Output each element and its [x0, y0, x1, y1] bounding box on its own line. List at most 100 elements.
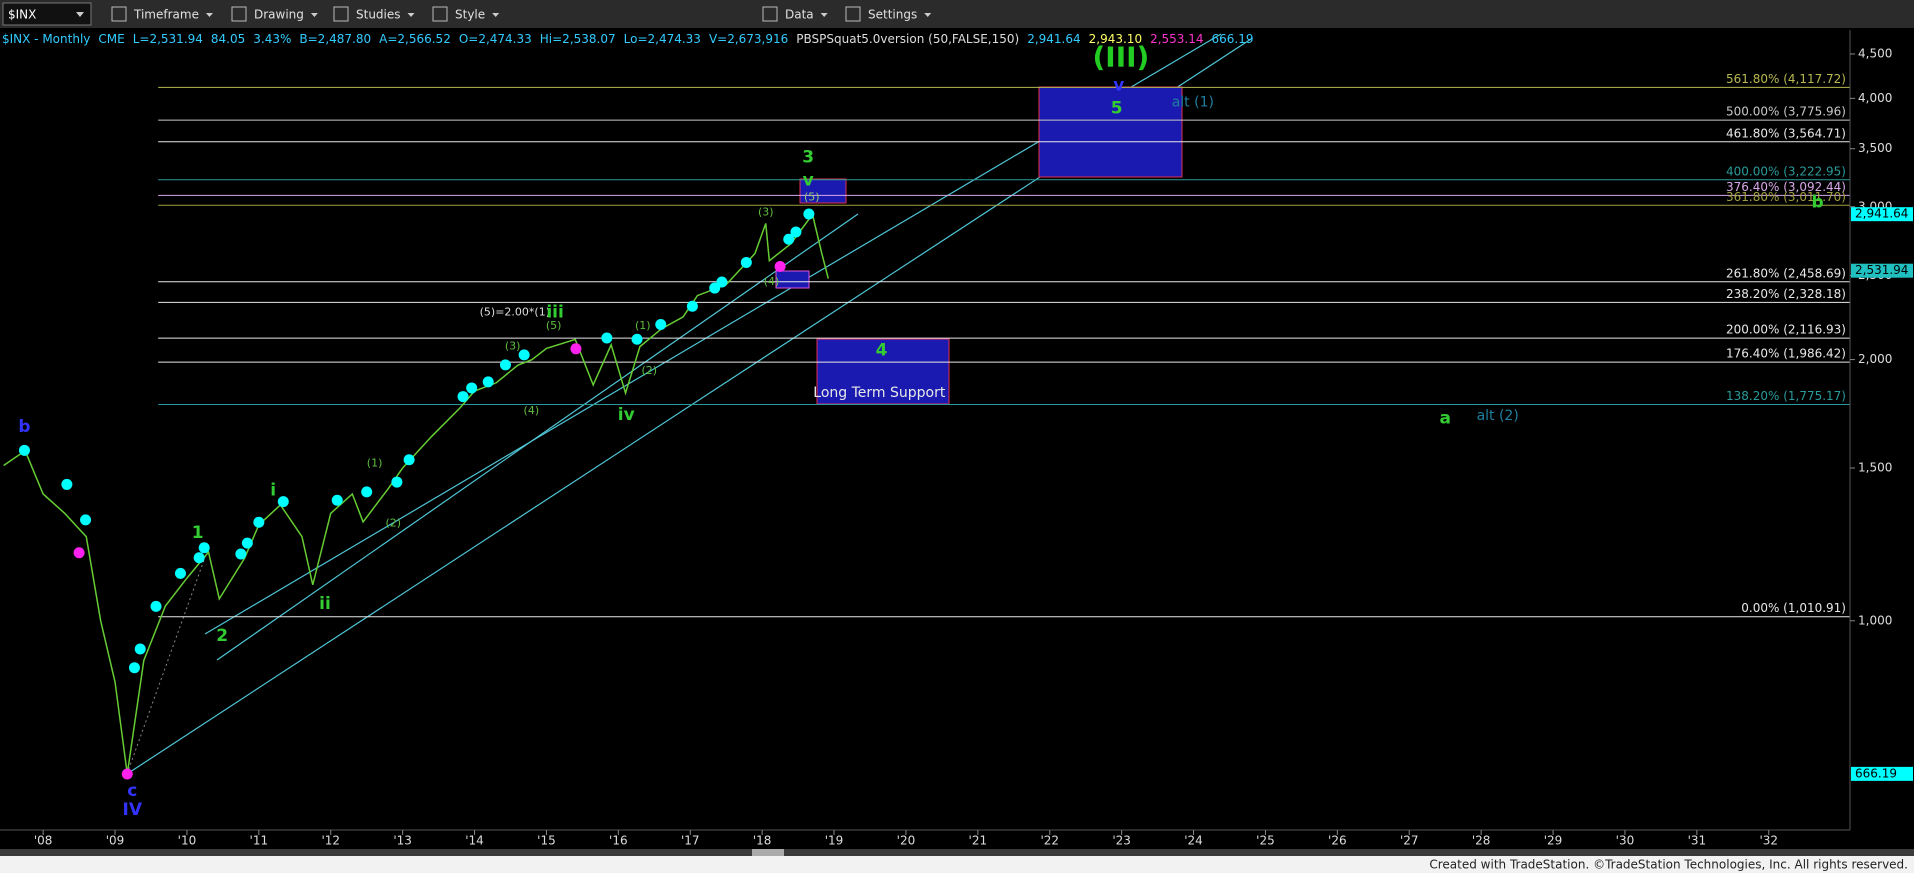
marker — [774, 261, 786, 273]
y-tick-label: 1,500 — [1858, 460, 1892, 474]
header-part: O=2,474.33 — [459, 32, 532, 46]
wave-label: 2 — [216, 626, 228, 646]
header-part: A=2,566.52 — [379, 32, 451, 46]
wave-label: b — [1812, 193, 1824, 213]
x-tick-label: '32 — [1759, 834, 1778, 848]
x-tick-label: '11 — [250, 834, 269, 848]
header-part: 2,943.10 — [1089, 32, 1142, 46]
wave-label: (4) — [524, 404, 540, 417]
x-tick-label: '20 — [897, 834, 916, 848]
y-tick-label: 2,000 — [1858, 352, 1892, 366]
marker — [277, 496, 289, 508]
menu-icon[interactable] — [231, 6, 247, 22]
menu-item[interactable]: Style — [455, 8, 485, 22]
dropdown-arrow — [407, 13, 415, 17]
marker — [193, 552, 205, 564]
header-part: 2,941.64 — [1027, 32, 1080, 46]
support-box — [816, 338, 950, 405]
price-tag-label: 2,941.64 — [1855, 207, 1908, 221]
scrollbar-thumb[interactable] — [752, 849, 784, 856]
wave-label: a — [1439, 409, 1450, 429]
marker — [482, 376, 494, 388]
marker — [518, 349, 530, 361]
menu-item[interactable]: Timeframe — [133, 8, 199, 22]
menu-item[interactable]: Studies — [356, 8, 401, 22]
y-tick-label: 4,000 — [1858, 91, 1892, 105]
menu-icon[interactable] — [111, 6, 127, 22]
fib-label: 200.00% (2,116.93) — [1726, 323, 1846, 337]
dropdown-arrow — [76, 12, 84, 17]
symbol[interactable]: $INX — [8, 8, 36, 22]
menu-icon[interactable] — [432, 6, 448, 22]
x-tick-label: '31 — [1688, 834, 1707, 848]
scrollbar[interactable] — [0, 849, 1914, 856]
menu-icon[interactable] — [762, 6, 778, 22]
x-tick-label: '27 — [1400, 834, 1419, 848]
menu-icon[interactable] — [845, 6, 861, 22]
dropdown-arrow — [205, 13, 213, 17]
fib-label: 238.20% (2,328.18) — [1726, 287, 1846, 301]
x-tick-label: '30 — [1616, 834, 1635, 848]
wave-label: i — [270, 481, 276, 501]
wave-label: IV — [123, 800, 143, 820]
x-tick-label: '29 — [1544, 834, 1563, 848]
fib-label: 176.40% (1,986.42) — [1726, 347, 1846, 361]
menu-item[interactable]: Drawing — [254, 8, 304, 22]
header-part: L=2,531.94 — [133, 32, 203, 46]
wave-label: 1 — [192, 523, 204, 543]
header-part: B=2,487.80 — [299, 32, 371, 46]
wave-label: (2) — [641, 364, 657, 377]
header-part: 3.43% — [253, 32, 291, 46]
marker — [134, 643, 146, 655]
header-part: PBSPSquat5.0version (50,FALSE,150) — [796, 32, 1019, 46]
marker — [253, 516, 265, 528]
header-part: V=2,673,916 — [709, 32, 788, 46]
marker — [716, 276, 728, 288]
marker — [174, 567, 186, 579]
menu-icon[interactable] — [333, 6, 349, 22]
menu-item[interactable]: Settings — [868, 8, 917, 22]
dropdown-arrow — [924, 13, 932, 17]
wave-label: v — [1113, 75, 1124, 95]
footer: Created with TradeStation. ©TradeStation… — [1429, 858, 1908, 872]
header-part: 666.19 — [1212, 32, 1254, 46]
marker — [403, 454, 415, 466]
wave-label: (3) — [505, 340, 521, 353]
drawings — [126, 33, 1252, 775]
x-tick-label: '18 — [753, 834, 772, 848]
marker — [121, 768, 133, 780]
plot-area: 561.80% (4,117.72) 500.00% (3,775.96) 461.… — [3, 33, 1850, 820]
fib-label: 400.00% (3,222.95) — [1726, 164, 1846, 178]
target-box — [775, 270, 810, 289]
wave-label: 3 — [802, 147, 814, 167]
x-tick-label: '24 — [1184, 834, 1203, 848]
fib-label: 0.00% (1,010.91) — [1741, 601, 1846, 615]
marker — [466, 382, 478, 394]
marker — [361, 486, 373, 498]
x-tick-label: '17 — [681, 834, 700, 848]
marker — [631, 333, 643, 345]
wave-label: (2) — [385, 517, 401, 530]
marker — [391, 476, 403, 488]
menu-item[interactable]: Data — [785, 8, 814, 22]
wave-label: iii — [546, 302, 563, 322]
marker — [499, 359, 511, 371]
marker — [235, 548, 247, 560]
x-tick-label: '12 — [321, 834, 340, 848]
price-tag — [1851, 766, 1913, 781]
header-part: 84.05 — [211, 32, 245, 46]
marker — [783, 233, 795, 245]
marker — [128, 662, 140, 674]
x-tick-label: '13 — [393, 834, 412, 848]
x-tick-label: '19 — [825, 834, 844, 848]
wave-label: (1) — [635, 319, 651, 332]
marker — [198, 542, 210, 554]
x-tick-label: '26 — [1328, 834, 1347, 848]
y-tick-label: 4,500 — [1858, 46, 1892, 60]
symbol-box[interactable] — [2, 2, 92, 26]
marker — [601, 332, 613, 344]
x-tick-label: '16 — [609, 834, 628, 848]
footer-bar — [0, 856, 1914, 873]
